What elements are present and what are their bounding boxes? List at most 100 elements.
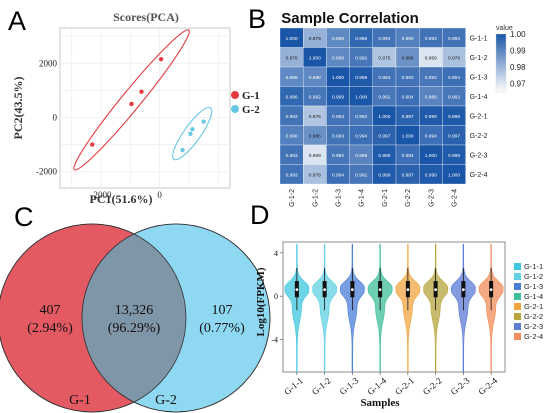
violin-plot-area	[282, 241, 506, 373]
venn-overlap	[82, 224, 186, 412]
violin-legend-label: G-1-1	[524, 262, 543, 271]
venn-overlap-pct: (96.29%)	[108, 321, 161, 336]
violin-xtick-label: G-2-3	[449, 375, 472, 397]
heatmap-cell-value: 0.986	[402, 55, 414, 61]
heatmap-cell-value: 0.997	[448, 133, 460, 139]
heatmap-cell-value: 0.976	[448, 55, 460, 61]
pca-legend-label: G-1	[242, 90, 260, 102]
pca-ellipse-g-2	[172, 106, 213, 161]
violin-ytick-label: -4	[271, 336, 278, 345]
heatmap-cell-value: 0.976	[309, 172, 321, 178]
pca-ytick-label: -2000	[36, 167, 57, 177]
heatmap-cells: 1.000 0.979 0.988 0.996 0.993 0.990 0.993 0.993…	[279, 27, 466, 185]
heatmap-col-label: G-2-4	[452, 189, 459, 207]
panel-letter-c: C	[14, 202, 34, 232]
venn-g2-label: G-2	[155, 393, 177, 408]
heatmap-cell-value: 0.996	[286, 94, 298, 100]
violin-legend-swatch	[514, 323, 521, 330]
heatmap-cell-value: 0.994	[402, 153, 414, 159]
pca-point-g-1	[90, 142, 95, 147]
heatmap-cell-value: 0.992	[332, 153, 344, 159]
heatmap-cell-value: 0.979	[286, 55, 298, 61]
heatmap-cell-value: 0.993	[332, 114, 344, 120]
violin-xtick-label: G-2-2	[421, 375, 444, 396]
pca-point-g-2	[180, 147, 185, 153]
panel-letter-d: D	[250, 200, 270, 230]
violin-median	[461, 288, 465, 292]
heatmap-legend-tick: 0.97	[510, 80, 526, 89]
heatmap-cell-value: 0.993	[378, 75, 390, 81]
violin-legend-label: G-2-2	[524, 312, 543, 321]
violin-median	[406, 288, 410, 292]
heatmap-cell-value: 0.992	[378, 94, 390, 100]
violin-legend-swatch	[514, 303, 521, 310]
heatmap-cell-value: 0.989	[425, 94, 437, 100]
heatmap-row-label: G-1-2	[470, 55, 488, 62]
heatmap-cell-value: 0.994	[425, 133, 437, 139]
violin-xtick-label: G-1-2	[310, 375, 333, 396]
heatmap-cell-value: 0.992	[355, 55, 367, 61]
heatmap-cell-value: 0.969	[425, 55, 437, 61]
violin-legend-label: G-1-4	[524, 292, 543, 301]
pca-legend-marker-g-2	[231, 105, 239, 113]
heatmap-cell-value: 0.999	[378, 172, 390, 178]
heatmap-panel: Sample Correlation 1.000 0.979 0.988 0.996 0…	[279, 10, 526, 207]
venn-g1-only-pct: (2.94%)	[27, 321, 73, 336]
heatmap-cell-value: 0.988	[286, 75, 298, 81]
heatmap-col-label: G-1-2	[289, 189, 296, 207]
heatmap-cell-value: 0.999	[378, 153, 390, 159]
heatmap-cell-value: 0.993	[425, 36, 437, 42]
violin-median	[489, 288, 493, 292]
heatmap-cell-value: 0.996	[355, 36, 367, 42]
heatmap-cell-value: 0.988	[309, 75, 321, 81]
heatmap-cell-value: 1.000	[378, 114, 390, 120]
heatmap-cell-value: 0.986	[309, 133, 321, 139]
violin-xtick-label: G-2-1	[393, 375, 416, 396]
heatmap-cell-value: 0.988	[332, 36, 344, 42]
heatmap-cell-value: 1.000	[332, 75, 344, 81]
heatmap-legend-title: value	[496, 25, 513, 32]
venn-outline-g1	[0, 223, 187, 413]
heatmap-cell-value: 0.990	[286, 133, 298, 139]
violin-legend-label: G-2-4	[524, 332, 543, 341]
heatmap-col-labels: G-1-2 G-1-2 G-1-3 G-1-4 G-2-1 G-2-2 G-2-3 G-2-4	[289, 189, 458, 207]
heatmap-cell-value: 0.999	[355, 75, 367, 81]
violin-legend-swatch	[514, 293, 521, 300]
heatmap-title: Sample Correlation	[281, 10, 419, 27]
pca-grid	[60, 28, 230, 188]
heatmap-cell-value: 0.993	[448, 36, 460, 42]
heatmap-cell-value: 0.993	[286, 114, 298, 120]
pca-legend-label: G-2	[242, 104, 260, 116]
violin-xtick-label: G-2-4	[476, 375, 499, 397]
venn-outline-g2	[81, 223, 271, 413]
heatmap-legend: value 1.00 0.99 0.98 0.97	[495, 25, 526, 93]
pca-xtick-label: 0	[157, 190, 162, 200]
pca-point-g-2	[201, 119, 206, 124]
heatmap-cell-value: 1.000	[286, 36, 298, 42]
pca-point-g-1	[158, 56, 164, 62]
heatmap-legend-tick: 0.99	[510, 47, 526, 56]
pca-points	[90, 56, 206, 153]
panel-letter-b: B	[248, 4, 266, 34]
heatmap-cell-value: 0.994	[402, 94, 414, 100]
violin-legend-swatch	[514, 283, 521, 290]
heatmap-cell-value: 0.992	[355, 172, 367, 178]
heatmap-cell-value: 0.994	[355, 133, 367, 139]
heatmap-cell-value: 0.988	[332, 55, 344, 61]
panel-letter-a: A	[8, 6, 26, 36]
heatmap-cell-value: 1.000	[448, 172, 460, 178]
heatmap-cell-value: 0.997	[402, 114, 414, 120]
violin-xtick-label: G-1-3	[338, 375, 361, 397]
heatmap-cell-value: 0.999	[448, 114, 460, 120]
violin-legend-label: G-1-3	[524, 282, 543, 291]
heatmap-cell-value: 0.993	[378, 36, 390, 42]
violin-median	[378, 288, 382, 292]
heatmap-row-label: G-1-3	[470, 74, 488, 81]
venn-panel: 407 (2.94%) 13,326 (96.29%) 107 (0.77%) G-1 G-2	[0, 223, 271, 413]
violin-xtick-label: G-1-4	[365, 375, 388, 397]
pca-point-g-1	[129, 101, 134, 107]
heatmap-col-label: G-1-3	[336, 189, 343, 207]
heatmap-row-label: G-2-3	[470, 152, 488, 159]
heatmap-cell-value: 0.999	[448, 153, 460, 159]
heatmap-cell-value: 0.994	[332, 172, 344, 178]
